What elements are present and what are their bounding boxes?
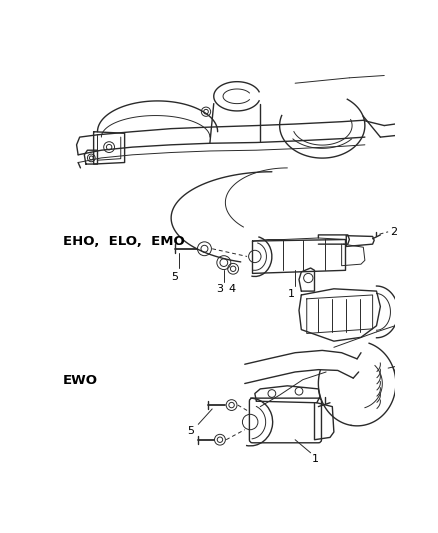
Text: EWO: EWO [63, 374, 97, 386]
Text: 5: 5 [171, 272, 178, 282]
Text: 4: 4 [227, 284, 235, 294]
Text: 2: 2 [389, 227, 396, 237]
Text: 5: 5 [187, 426, 194, 436]
Text: EHO,  ELO,  EMO: EHO, ELO, EMO [63, 235, 184, 248]
Text: 1: 1 [311, 454, 318, 464]
Text: 1: 1 [287, 289, 294, 299]
Text: 3: 3 [216, 284, 223, 294]
